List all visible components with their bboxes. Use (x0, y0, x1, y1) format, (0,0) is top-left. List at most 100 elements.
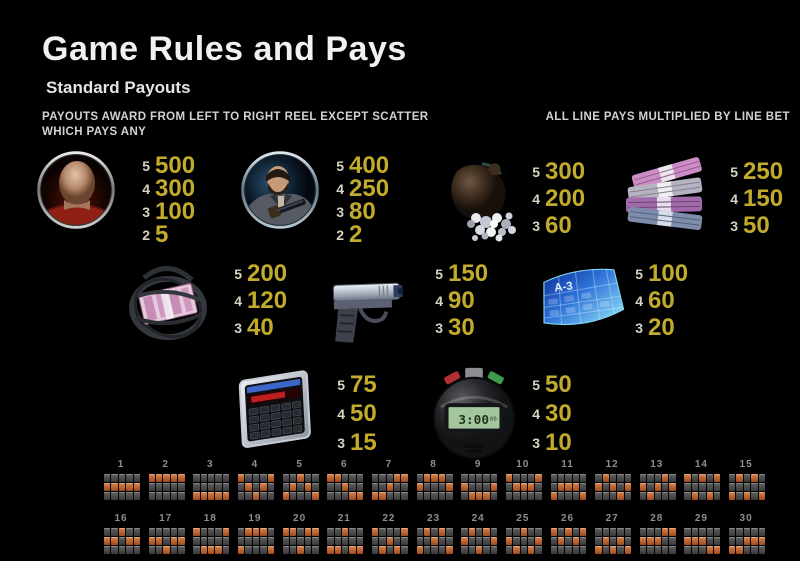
payline-cell-inactive (215, 537, 222, 545)
payline-cell-active (304, 528, 312, 536)
payline-cell-inactive (468, 537, 475, 545)
payline-cell-inactive (475, 537, 483, 545)
payline-cell-inactive (565, 474, 572, 482)
payline-cell-active (334, 546, 342, 554)
payline-cell-active (237, 474, 245, 482)
payline-number: 15 (739, 459, 753, 470)
payline-cell-inactive (691, 483, 699, 491)
payline-cell-inactive (706, 474, 713, 482)
payline-cell-inactive (609, 474, 617, 482)
payline-cell-inactive (163, 492, 170, 500)
payline-cell-inactive (222, 546, 230, 554)
payline-grid (104, 528, 140, 554)
payline-cell-inactive (215, 528, 222, 536)
payline-cell-inactive (156, 492, 163, 500)
payline-cell-inactive (446, 537, 453, 545)
payline-cell-inactive (200, 483, 208, 491)
payline-cell-active (118, 528, 126, 536)
page-subtitle: Standard Payouts (46, 78, 191, 97)
payline-cell-active (371, 528, 379, 536)
payline-cell-inactive (260, 537, 267, 545)
payline-cell-active (200, 492, 208, 500)
payline-grid (505, 474, 542, 500)
payline-cell-inactive (118, 546, 126, 554)
payline-cell-inactive (118, 537, 126, 545)
payline-cell-inactive (260, 546, 267, 554)
payline-cell-inactive (528, 492, 535, 500)
pay-count: 5 (336, 157, 344, 174)
payline-cell-active (572, 537, 580, 545)
payline-cell-inactive (743, 474, 751, 482)
payline-cell-inactive (104, 492, 111, 500)
payline-cell-inactive (289, 474, 297, 482)
payline-cell-inactive (111, 492, 118, 500)
svg-text:A-3: A-3 (554, 280, 574, 294)
payline-cell-active (394, 546, 401, 554)
symbol-pays-blue-keycard: 5 100 4 60 3 20 (627, 260, 688, 341)
payline-cell-active (252, 492, 260, 500)
payline-cell-inactive (379, 483, 386, 491)
payline-cell-inactive (751, 492, 758, 500)
payline-cell-inactive (304, 546, 312, 554)
payline-cell-active (550, 528, 557, 536)
payline-cell-inactive (528, 537, 535, 545)
payline-cell-inactive (505, 492, 513, 500)
payline-cell-inactive (617, 474, 624, 482)
payline-cell-active (513, 546, 520, 554)
payline-cell-inactive (394, 483, 401, 491)
pay-row: 3 10 (524, 428, 572, 457)
payline-cell-inactive (342, 546, 349, 554)
payline-cell-inactive (758, 546, 766, 554)
payline-cell-inactive (647, 528, 654, 536)
payline-cell-inactive (483, 474, 490, 482)
payline-cell-inactive (475, 528, 483, 536)
payline-cell-inactive (490, 492, 498, 500)
payline-cell-inactive (714, 528, 721, 536)
payline-cell-inactive (461, 546, 468, 554)
payline-number: 23 (426, 513, 441, 524)
symbol-pays-calculator: 5 75 4 50 3 15 (329, 370, 377, 457)
payline-cell-inactive (327, 483, 334, 491)
payline-grid (193, 474, 230, 500)
payline-cell-inactive (624, 537, 632, 545)
payline-grid (371, 528, 408, 554)
payline-cell-inactive (490, 528, 498, 536)
pay-count: 3 (234, 319, 242, 336)
payline-cell-active (245, 483, 252, 491)
payline-grid (327, 528, 364, 554)
payline-cell-inactive (468, 474, 475, 482)
payline-cell-active (282, 528, 289, 536)
line-bet-note: ALL LINE PAYS MULTIPLIED BY LINE BET (545, 111, 790, 123)
payline-cell-inactive (699, 492, 706, 500)
pay-count: 4 (142, 180, 150, 197)
payline-grid (684, 474, 721, 500)
payline-cell-inactive (520, 474, 528, 482)
payline-cell-active (691, 492, 699, 500)
payline-cell-inactive (282, 537, 289, 545)
payline-cell-inactive (706, 537, 713, 545)
payline-cell-active (297, 546, 304, 554)
payline-cell-inactive (163, 483, 170, 491)
pay-row: 5 400 (328, 153, 389, 177)
payline-cell-active (260, 528, 267, 536)
payline-cell-active (490, 483, 498, 491)
payline-cell-active (371, 492, 379, 500)
payline-cell-inactive (245, 474, 252, 482)
payline-cell-inactive (267, 492, 274, 500)
payline-number: 12 (605, 459, 619, 470)
payline-cell-inactive (245, 537, 252, 545)
payline-cell-inactive (379, 474, 386, 482)
payline-number: 29 (694, 513, 708, 524)
payline-cell-inactive (647, 546, 654, 554)
payline-cell-inactive (111, 546, 118, 554)
payline-cell-inactive (691, 546, 699, 554)
payline-cell-inactive (461, 492, 468, 500)
payline-cell-inactive (438, 546, 446, 554)
payline-cell-inactive (126, 546, 133, 554)
payline-cell-active (423, 474, 431, 482)
payline-grid (237, 528, 274, 554)
payline-cell-active (475, 546, 483, 554)
pay-count: 3 (730, 217, 738, 234)
payline-cell-inactive (617, 546, 624, 554)
payline-cell-inactive (431, 492, 438, 500)
